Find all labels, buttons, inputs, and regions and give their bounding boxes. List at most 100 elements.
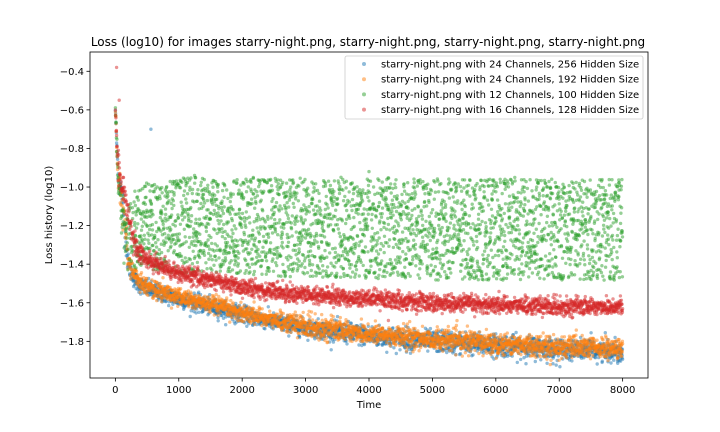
series-1-point bbox=[548, 337, 552, 341]
series-1-point bbox=[294, 328, 298, 333]
series-0-point bbox=[266, 305, 270, 309]
series-1-point bbox=[209, 310, 213, 314]
series-0-point bbox=[519, 357, 523, 362]
series-1-point bbox=[295, 336, 300, 340]
series-1-point bbox=[466, 354, 471, 358]
series-0-point bbox=[612, 358, 616, 362]
series-0-point bbox=[458, 352, 463, 356]
series-1-point bbox=[158, 281, 162, 286]
series-1-point bbox=[588, 357, 593, 361]
series-1-point bbox=[228, 320, 232, 324]
series-1-point bbox=[212, 313, 216, 317]
series-1-point bbox=[473, 348, 477, 352]
series-1-point bbox=[417, 349, 421, 353]
series-0-point bbox=[189, 309, 193, 313]
series-1-point bbox=[454, 353, 458, 357]
series-1-point bbox=[455, 318, 459, 323]
series-1-point bbox=[343, 337, 347, 342]
series-1-point bbox=[617, 337, 621, 342]
series-1-point bbox=[178, 291, 182, 295]
series-0-point bbox=[515, 360, 519, 365]
series-1-point bbox=[257, 310, 261, 314]
series-1-point bbox=[591, 353, 595, 358]
series-1-point bbox=[570, 355, 574, 360]
series-1-point bbox=[405, 346, 409, 350]
series-0-point bbox=[394, 351, 398, 356]
series-0-point bbox=[603, 331, 607, 335]
series-1-point bbox=[548, 334, 552, 338]
series-1-point bbox=[350, 339, 354, 344]
series-1-point bbox=[461, 330, 465, 334]
series-1-point bbox=[493, 334, 497, 339]
series-1-point bbox=[155, 298, 159, 303]
series-1-point bbox=[478, 330, 482, 334]
series-1-point bbox=[444, 346, 448, 351]
series-0-point bbox=[539, 358, 543, 362]
series-1-point bbox=[460, 354, 464, 358]
series-1-point bbox=[518, 334, 523, 339]
series-1-point bbox=[601, 338, 605, 342]
series-0-point bbox=[188, 314, 192, 319]
series-1-point bbox=[595, 338, 599, 342]
series-1-point bbox=[326, 340, 330, 344]
series-1-point bbox=[320, 318, 324, 322]
series-1-point bbox=[225, 298, 229, 302]
series-1-point bbox=[276, 312, 280, 316]
series-1-point bbox=[388, 344, 392, 348]
series-1-point bbox=[373, 319, 378, 323]
series-1-point bbox=[320, 312, 324, 317]
series-1-point bbox=[404, 349, 409, 353]
series-1-point bbox=[447, 328, 451, 333]
series-0-point bbox=[115, 157, 120, 161]
series-0-point bbox=[197, 310, 201, 314]
series-1-point bbox=[529, 334, 534, 339]
series-1-point bbox=[352, 333, 356, 337]
series-0-point bbox=[194, 311, 198, 315]
series-1-point bbox=[548, 362, 552, 367]
series-0-point bbox=[316, 317, 320, 321]
series-1-point bbox=[508, 336, 512, 341]
series-0-point bbox=[392, 346, 396, 350]
series-0-point bbox=[245, 324, 249, 328]
series-0-point bbox=[471, 353, 475, 357]
series-0-point bbox=[558, 365, 562, 369]
series-0-point bbox=[570, 359, 574, 363]
series-1-point bbox=[450, 349, 454, 353]
series-1-point bbox=[620, 350, 624, 354]
series-1-point bbox=[402, 341, 407, 345]
series-1-point bbox=[289, 330, 293, 335]
series-1-point bbox=[408, 319, 412, 324]
series-0-point bbox=[197, 290, 201, 294]
series-1-point bbox=[178, 287, 183, 291]
series-1-point bbox=[376, 324, 380, 328]
series-0-point bbox=[220, 313, 224, 318]
series-1-point bbox=[491, 350, 495, 354]
series-1-point bbox=[310, 318, 315, 322]
series-1-point bbox=[239, 300, 243, 304]
series-1-point bbox=[152, 284, 156, 288]
series-0-point bbox=[216, 315, 220, 320]
series-1-point bbox=[218, 311, 223, 315]
series-1-point bbox=[499, 333, 503, 337]
series-1-point bbox=[386, 337, 390, 341]
series-1-point bbox=[549, 358, 553, 362]
series-1-point bbox=[295, 313, 299, 318]
series-1-point bbox=[495, 342, 499, 347]
series-1-point bbox=[331, 314, 335, 319]
series-1-point bbox=[301, 310, 305, 315]
series-1-point bbox=[608, 353, 612, 357]
series-1-point bbox=[229, 298, 233, 303]
series-1-point bbox=[484, 327, 489, 332]
series-1-point bbox=[350, 336, 354, 340]
series-1-point bbox=[463, 351, 467, 355]
series-1-point bbox=[534, 355, 538, 359]
series-1-point bbox=[473, 330, 477, 335]
series-2-point bbox=[115, 137, 119, 141]
series-0-point bbox=[449, 330, 454, 334]
series-1-point bbox=[297, 331, 301, 336]
series-1-point bbox=[231, 301, 235, 305]
series-1-point bbox=[268, 309, 272, 313]
series-1-point bbox=[620, 342, 625, 346]
series-1-point bbox=[441, 349, 445, 353]
series-1-point bbox=[175, 300, 179, 304]
